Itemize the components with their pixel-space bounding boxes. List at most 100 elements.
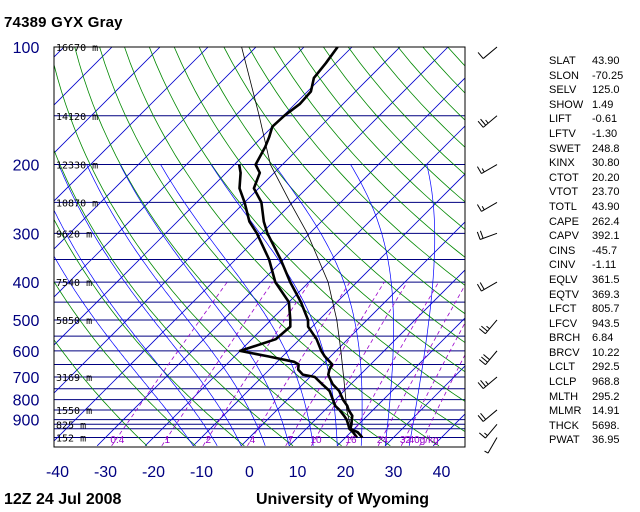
pressure-tick-label: 200 bbox=[13, 158, 40, 175]
index-name: SHOW bbox=[549, 98, 584, 111]
mixing-ratio-line bbox=[111, 281, 228, 447]
index-row: BRCH 6.84 bbox=[549, 332, 640, 347]
mixing-ratio-label: 32 bbox=[400, 435, 412, 446]
isotherm-line bbox=[384, 365, 465, 447]
dry-adiabat-line bbox=[54, 280, 196, 447]
isotherm-line bbox=[54, 47, 401, 394]
index-value: 36.95 bbox=[592, 434, 620, 447]
wind-barb bbox=[478, 319, 498, 335]
index-value: -45.7 bbox=[592, 244, 618, 257]
index-name: KINX bbox=[549, 157, 575, 170]
wind-barb bbox=[476, 281, 498, 292]
wind-barb bbox=[476, 164, 498, 174]
wind-barb-flag bbox=[480, 412, 487, 420]
index-row: PWAT 36.95 bbox=[549, 434, 640, 449]
index-row: LCLT 292.5 bbox=[549, 361, 640, 376]
index-value: -0.61 bbox=[592, 113, 618, 126]
wind-barb-flag bbox=[477, 52, 484, 59]
index-value: -1.11 bbox=[592, 259, 617, 272]
dry-adiabat-line bbox=[248, 47, 465, 286]
index-name: MLTH bbox=[549, 390, 579, 403]
moist-adiabat-line bbox=[58, 164, 242, 446]
height-label: 825 m bbox=[56, 420, 86, 431]
index-row: LFCT 805.7 bbox=[549, 303, 640, 318]
isotherm-line bbox=[54, 47, 305, 298]
index-row: THCK 5698. bbox=[549, 420, 640, 435]
index-name: LFTV bbox=[549, 127, 576, 140]
wind-barb-half-flag bbox=[484, 432, 488, 436]
wind-barb-half-flag bbox=[481, 206, 485, 211]
index-row: EQLV 361.5 bbox=[549, 274, 640, 289]
index-value: 943.5 bbox=[592, 317, 620, 330]
index-row: TOTL 43.90 bbox=[549, 201, 640, 216]
mixing-ratio-label: 1 bbox=[164, 435, 170, 446]
index-value: 968.8 bbox=[592, 376, 620, 389]
index-name: THCK bbox=[549, 419, 579, 432]
wind-barb bbox=[476, 201, 498, 212]
wind-barb bbox=[477, 115, 498, 128]
index-name: LIFT bbox=[549, 113, 572, 126]
wind-barb bbox=[477, 409, 498, 422]
wind-barb-shaft bbox=[481, 281, 498, 292]
wind-barb-shaft bbox=[482, 46, 498, 59]
wind-barb-shaft bbox=[481, 164, 498, 174]
pressure-tick-label: 100 bbox=[13, 40, 40, 57]
wind-barb-half-flag bbox=[484, 450, 489, 454]
temperature-tick-label: 10 bbox=[289, 464, 307, 481]
mixing-ratio-label: 16 bbox=[345, 435, 357, 446]
dry-adiabat-line bbox=[223, 47, 465, 315]
isotherm-line bbox=[240, 221, 465, 447]
index-row: LIFT -0.61 bbox=[549, 113, 640, 128]
moist-adiabat-line bbox=[54, 209, 218, 446]
wind-barb-flag bbox=[483, 354, 490, 361]
pressure-tick-label: 500 bbox=[13, 313, 40, 330]
index-name: TOTL bbox=[549, 200, 577, 213]
plot-frame bbox=[53, 46, 466, 448]
index-name: CINV bbox=[549, 259, 576, 272]
temperature-tick-label: 20 bbox=[337, 464, 355, 481]
wind-barb bbox=[477, 376, 498, 389]
chart-title: 74389 GYX Gray bbox=[4, 14, 123, 31]
pressure-tick-label: 600 bbox=[13, 344, 40, 361]
index-name: LFCV bbox=[549, 317, 578, 330]
index-value: 23.70 bbox=[592, 186, 620, 199]
isotherm-line bbox=[54, 47, 161, 154]
dry-adiabat-line bbox=[273, 47, 465, 258]
wind-barb bbox=[477, 46, 498, 59]
index-value: 295.2 bbox=[592, 390, 620, 403]
isotherm-line bbox=[96, 77, 465, 447]
moist-adiabat-line bbox=[54, 255, 194, 446]
index-value: 10.22 bbox=[592, 346, 620, 359]
height-label: 7540 m bbox=[56, 278, 92, 289]
wind-barb-shaft bbox=[482, 115, 498, 128]
data-source: University of Wyoming bbox=[256, 491, 430, 508]
dry-adiabat-line bbox=[148, 47, 465, 402]
index-value: 369.3 bbox=[592, 288, 620, 301]
index-value: 30.80 bbox=[592, 157, 620, 170]
index-row: SLAT 43.90 bbox=[549, 55, 640, 70]
mixing-ratio-line bbox=[400, 322, 465, 446]
isotherm-line bbox=[54, 47, 353, 346]
dry-adiabat-line bbox=[54, 218, 245, 447]
height-label: 9620 m bbox=[56, 229, 92, 240]
index-name: SLON bbox=[549, 69, 579, 82]
index-name: MLMR bbox=[549, 405, 582, 418]
wind-barb-flag bbox=[476, 166, 482, 174]
pressure-tick-label: 900 bbox=[13, 413, 40, 430]
index-name: BRCV bbox=[549, 346, 580, 359]
height-label: 12330 m bbox=[56, 161, 98, 172]
index-name: EQLV bbox=[549, 273, 578, 286]
index-name: LCLP bbox=[549, 376, 577, 389]
wind-barb-flag bbox=[480, 118, 487, 126]
pressure-tick-label: 300 bbox=[13, 226, 40, 243]
temperature-tick-label: 30 bbox=[385, 464, 403, 481]
index-name: SLAT bbox=[549, 55, 576, 67]
mixing-ratio-label: 7 bbox=[288, 435, 294, 446]
index-value: 361.5 bbox=[592, 273, 620, 286]
height-label: 3169 m bbox=[56, 373, 92, 384]
height-label: 5850 m bbox=[56, 316, 92, 327]
height-label: 1550 m bbox=[56, 406, 92, 417]
index-value: 20.20 bbox=[592, 171, 620, 184]
mixing-ratio-line bbox=[161, 281, 274, 447]
